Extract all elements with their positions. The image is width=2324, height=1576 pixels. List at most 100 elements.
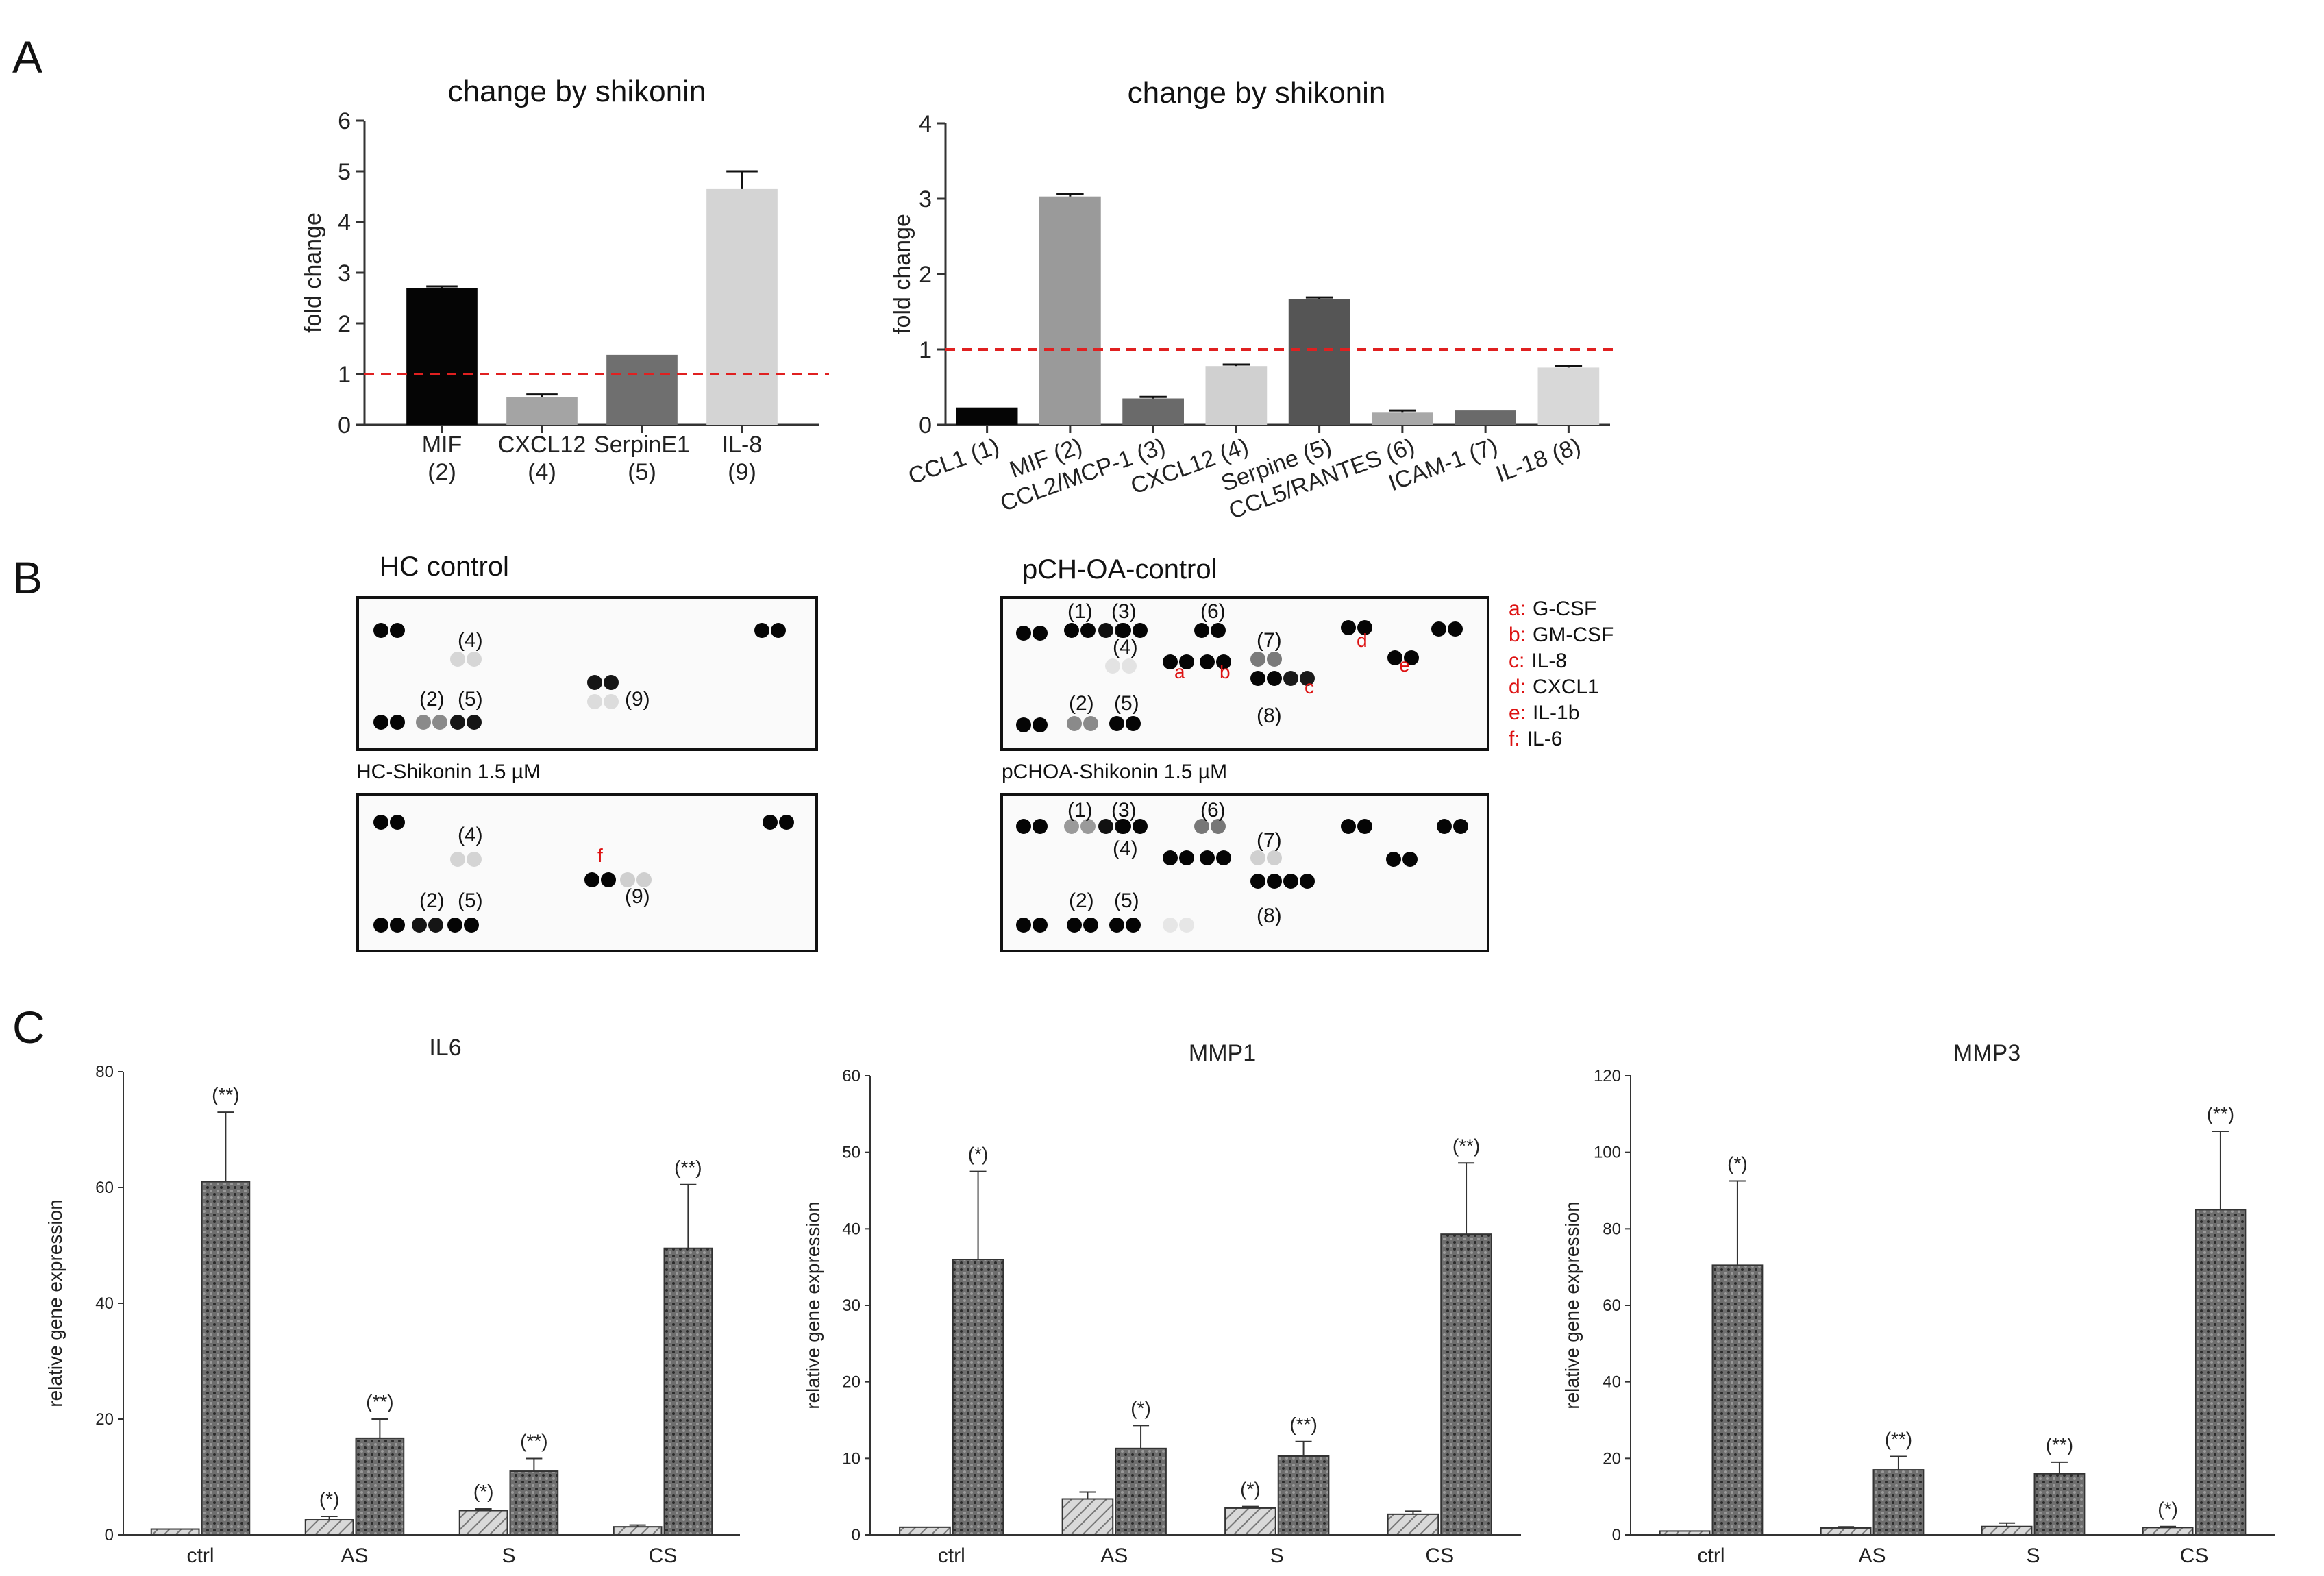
blot-spot — [390, 715, 405, 730]
y-tick-label: 40 — [95, 1294, 114, 1313]
chart-c-il6: IL6 relative gene expression 0 20 40 60 80 ctrl… — [45, 1035, 740, 1567]
pch-control-label-c: c — [1305, 676, 1314, 698]
legend-item-d: d: CXCL1 — [1509, 676, 1599, 698]
bar-dotted — [663, 1247, 713, 1536]
bar-hatched — [1224, 1507, 1276, 1536]
blot-spot — [1179, 918, 1194, 933]
blot-spot — [373, 815, 388, 830]
blot-spot — [1200, 654, 1215, 669]
y-tick-label: 0 — [338, 413, 351, 439]
significance-label: (**) — [520, 1430, 547, 1451]
blot-spot — [1133, 819, 1148, 834]
blot-spots — [373, 620, 1468, 933]
y-tick-label: 20 — [95, 1410, 114, 1429]
panel-c-letter: C — [12, 1002, 45, 1052]
blot-spot — [1033, 626, 1048, 641]
blot-spot — [1250, 652, 1265, 667]
blot-spot — [1064, 819, 1079, 834]
x-tick-label: CS — [2180, 1544, 2209, 1567]
chart-title: MMP1 — [1189, 1040, 1256, 1066]
bar — [1537, 367, 1600, 425]
blot-spot — [1016, 819, 1031, 834]
y-tick-label: 0 — [852, 1526, 861, 1544]
pch-shikonin-label-3: (3) — [1111, 799, 1137, 822]
y-tick-label: 80 — [95, 1063, 114, 1081]
bar-hatched — [1659, 1530, 1711, 1536]
blot-spot — [1163, 918, 1178, 933]
pch-control-label-7: (7) — [1257, 629, 1282, 652]
significance-label: (*) — [1727, 1153, 1748, 1174]
blot-spot — [1016, 626, 1031, 641]
blot-spot — [1179, 850, 1194, 865]
y-tick-label: 5 — [338, 159, 351, 185]
x-tick-label: MIF — [422, 432, 462, 458]
bar-hatched — [304, 1519, 354, 1536]
blot-legend: a: G-CSF b: GM-CSF c: IL-8 d: CXCL1 e: IL-1b … — [1509, 598, 1614, 750]
x-tick-label: S — [1270, 1544, 1284, 1567]
hc-shikonin-label-f: f — [597, 845, 603, 866]
hc-control-title: HC control — [380, 552, 509, 582]
y-tick-label: 20 — [1603, 1449, 1621, 1468]
bar — [406, 288, 478, 425]
chart-title: change by shikonin — [1128, 76, 1386, 110]
y-axis-label: fold change — [300, 212, 326, 333]
bar-dotted — [2034, 1473, 2086, 1536]
blot-spot — [1194, 819, 1209, 834]
blot-spot — [390, 918, 405, 933]
blot-spot — [604, 694, 619, 709]
pch-control-label-6: (6) — [1200, 600, 1226, 623]
bar-hatched — [458, 1510, 508, 1536]
blot-spot — [1341, 819, 1356, 834]
bar-hatched — [1981, 1525, 2033, 1536]
bar — [506, 397, 578, 425]
blot-spot — [1126, 918, 1141, 933]
pch-shikonin-title: pCHOA-Shikonin 1.5 µM — [1002, 761, 1227, 783]
y-tick-label: 2 — [919, 262, 932, 288]
blot-spot — [1105, 658, 1120, 674]
pch-control-label-2: (2) — [1069, 692, 1094, 715]
bar — [1372, 412, 1433, 425]
y-tick-label: 2 — [338, 311, 351, 337]
pch-control-label-4: (4) — [1113, 636, 1138, 658]
hc-control-label-2: (2) — [419, 688, 445, 711]
significance-label: (**) — [212, 1084, 239, 1105]
pch-control-label-1: (1) — [1067, 600, 1093, 623]
significance-label: (**) — [674, 1157, 702, 1178]
blot-hc-shikonin — [356, 793, 818, 952]
x-tick-label: CS — [649, 1544, 678, 1567]
y-tick-label: 4 — [338, 210, 351, 236]
blot-spot — [1067, 918, 1082, 933]
blot-spot — [587, 694, 602, 709]
x-tick-label: ctrl — [187, 1544, 214, 1567]
bar-hatched — [150, 1528, 200, 1536]
bar — [1455, 410, 1516, 425]
hc-shikonin-label-4: (4) — [458, 824, 483, 846]
blot-spot — [1016, 717, 1031, 732]
y-axis-label: relative gene expression — [45, 1199, 66, 1407]
blot-spot — [390, 623, 405, 638]
bar — [1039, 196, 1101, 425]
pch-control-label-8: (8) — [1257, 704, 1282, 727]
bar-hatched — [1820, 1527, 1872, 1536]
x-tick-label: AS — [341, 1544, 368, 1567]
x-tick-label: IL-8 — [722, 432, 763, 458]
blot-spot — [1083, 918, 1098, 933]
significance-label: (*) — [2158, 1499, 2178, 1520]
bar-dotted — [1115, 1447, 1167, 1536]
blot-spot — [1211, 623, 1226, 638]
bar-hatched — [2142, 1527, 2194, 1536]
blot-spot — [1267, 874, 1282, 889]
significance-label: (**) — [366, 1391, 393, 1412]
blot-spot — [432, 715, 447, 730]
blot-pch-shikonin — [1000, 793, 1489, 952]
blot-spot — [1109, 918, 1124, 933]
significance-label: (*) — [319, 1488, 340, 1510]
bar-dotted — [2195, 1209, 2247, 1536]
y-tick-label: 3 — [338, 260, 351, 286]
blot-spot — [1453, 819, 1468, 834]
x-tick-label: AS — [1100, 1544, 1128, 1567]
significance-label: (*) — [1240, 1479, 1261, 1500]
blot-spot — [373, 918, 388, 933]
